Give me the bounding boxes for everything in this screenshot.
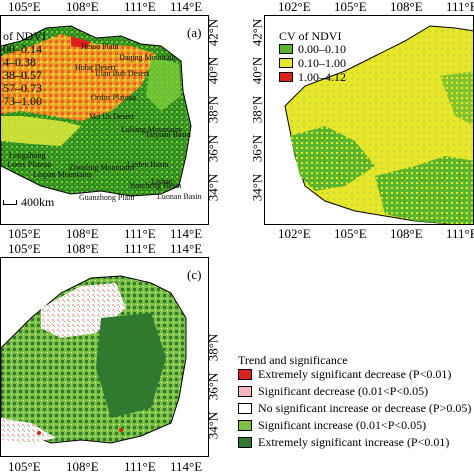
trend-legend-item: Extremely significant decrease (P<0.01)	[258, 367, 452, 381]
bottom-tick-label: 105°E	[8, 226, 41, 241]
right-tick-label: 42°N	[205, 18, 221, 47]
trend-legend: Trend and significance Extremely signifi…	[234, 354, 474, 454]
scale-bar	[3, 200, 17, 205]
left-tick-label: 38°N	[249, 95, 265, 124]
top-tick-label: 105°E	[8, 0, 41, 14]
trend-legend-item: Extremely significant increase (P<0.01)	[258, 435, 450, 449]
place-label: Liupan Mountains	[33, 170, 92, 179]
scale-label: 400km	[21, 195, 55, 209]
bottom-tick-label: 105°E	[8, 459, 41, 474]
panel-a-label: (a)	[187, 25, 202, 40]
place-label: Luliang Mountains	[121, 125, 183, 134]
right-tick-label: 40°N	[205, 56, 221, 85]
place-label: Hobq Desert	[75, 63, 116, 72]
bottom-tick-label: 108°E	[66, 226, 99, 241]
top-tick-label: 111°E	[446, 0, 474, 14]
right-tick-label: 34°N	[205, 411, 221, 440]
trend-legend-swatch	[238, 386, 252, 397]
cv-legend-item: 0.10–1.00	[298, 56, 346, 70]
left-tick-label: 42°N	[249, 18, 265, 47]
place-label: Longzhong	[9, 151, 46, 160]
trend-legend-title: Trend and significance	[238, 353, 348, 367]
top-tick-label: 105°E	[8, 241, 41, 256]
top-tick-label: 108°E	[66, 241, 99, 256]
trend-legend-item: Significant decrease (0.01<P<0.05)	[258, 384, 429, 398]
place-label: Lishan	[151, 177, 173, 186]
bottom-tick-label: 108°E	[390, 226, 423, 241]
left-tick-label: 34°N	[249, 173, 265, 202]
place-label: Ulan Buh Desert	[95, 69, 149, 78]
trend-map-c	[1, 275, 187, 444]
trend-legend-swatch	[238, 420, 252, 431]
ndvi-legend-item: 73–1.00	[3, 94, 42, 108]
top-tick-label: 114°E	[170, 241, 203, 256]
bottom-tick-label: 111°E	[446, 226, 474, 241]
panel-c-label: (c)	[187, 267, 202, 282]
cv-legend-swatch	[279, 44, 293, 54]
top-tick-label: 105°E	[334, 0, 367, 14]
place-label: Mu Us Desert	[89, 112, 134, 121]
top-tick-label: 108°E	[390, 0, 423, 14]
place-label: Ziwuling Mountains	[69, 163, 135, 172]
left-tick-label: 40°N	[249, 56, 265, 85]
bottom-tick-label: 114°E	[170, 226, 203, 241]
ndvi-legend-title: of NDVI	[3, 29, 46, 43]
place-label: Luonan Basin	[157, 192, 202, 201]
bottom-tick-label: 108°E	[66, 459, 99, 474]
ndvi-legend-item: 00–0.14	[3, 42, 42, 56]
left-tick-label: 36°N	[249, 134, 265, 163]
trend-legend-swatch	[238, 403, 252, 414]
top-tick-label: 111°E	[124, 241, 156, 256]
right-tick-label: 36°N	[205, 134, 221, 163]
bottom-tick-label: 102°E	[278, 226, 311, 241]
cv-legend-swatch	[279, 72, 293, 82]
map-panel-b: CV of NDVI 0.00–0.10 0.10–1.00 1.00–4.12	[264, 15, 474, 225]
place-label: Linfen Basin	[127, 160, 169, 169]
cv-legend-title: CV of NDVI	[279, 29, 342, 43]
cv-legend-item: 1.00–4.12	[298, 70, 346, 84]
place-label: Guanzhong Plain	[79, 193, 135, 202]
place-label: Loess Plateau	[7, 160, 52, 169]
bottom-tick-label: 111°E	[124, 459, 156, 474]
top-tick-label: 108°E	[66, 0, 99, 14]
ndvi-map-a	[1, 25, 192, 197]
cv-map-b	[284, 25, 473, 224]
map-panel-c: (c)	[0, 257, 209, 457]
right-tick-label: 34°N	[205, 173, 221, 202]
bottom-tick-label: 105°E	[334, 226, 367, 241]
trend-legend-swatch	[238, 369, 252, 380]
top-tick-label: 114°E	[170, 0, 203, 14]
place-label: Ordos Plateau	[91, 93, 137, 102]
place-label: Yuncheng Basin	[129, 181, 182, 190]
cv-legend-swatch	[279, 58, 293, 68]
place-label: Hetao Plain	[81, 42, 119, 51]
ndvi-legend-item: 38–0.57	[3, 68, 42, 82]
right-tick-label: 38°N	[205, 95, 221, 124]
place-label: Taiyuan Basin	[145, 130, 191, 139]
right-tick-label: 36°N	[205, 372, 221, 401]
trend-legend-item: No significant increase or decrease (P>0…	[258, 401, 472, 415]
trend-legend-swatch	[238, 437, 252, 448]
bottom-tick-label: 114°E	[170, 459, 203, 474]
place-label: Daqing Mountain	[119, 53, 176, 62]
top-tick-label: 102°E	[278, 0, 311, 14]
cv-legend-item: 0.00–0.10	[298, 42, 346, 56]
ndvi-legend-item: 4–0.38	[3, 55, 36, 69]
trend-legend-item: Significant increase (0.01<P<0.05)	[258, 418, 427, 432]
right-tick-label: 38°N	[205, 333, 221, 362]
ndvi-legend-item: 57–0.73	[3, 81, 42, 95]
map-panel-a: (a) of NDVI 00–0.14 4–0.38 38–0.57 57–0.…	[0, 15, 209, 225]
top-tick-label: 111°E	[124, 0, 156, 14]
bottom-tick-label: 111°E	[124, 226, 156, 241]
